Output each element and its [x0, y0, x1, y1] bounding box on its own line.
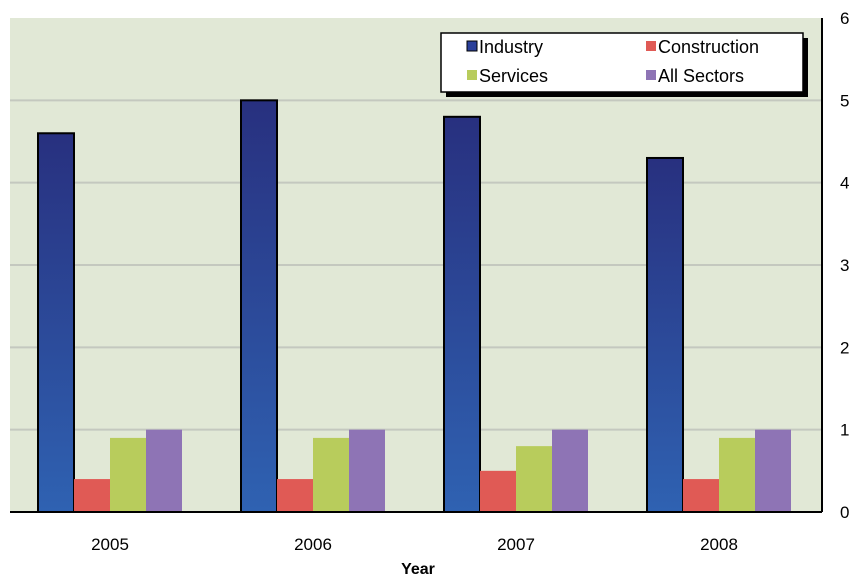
bar-services-2005 [110, 437, 146, 512]
bar-industry-2006 [240, 99, 278, 513]
bar-construction-2008 [683, 479, 719, 512]
x-tick-label: 2007 [497, 535, 535, 554]
legend-swatch [646, 41, 656, 51]
legend-label: Services [479, 66, 548, 86]
legend-label: Construction [658, 37, 759, 57]
y-tick-label: 5 [840, 91, 849, 110]
gridlines [10, 99, 822, 431]
bar-services-2007 [516, 446, 552, 512]
y-tick-label: 6 [840, 9, 849, 28]
x-tick-label: 2006 [294, 535, 332, 554]
legend-swatch [646, 70, 656, 80]
bar-all-sectors-2008 [755, 429, 791, 512]
legend: Industry Construction Services All Sectors [440, 32, 808, 97]
bar-industry-2007 [443, 115, 481, 514]
y-tick-label: 0 [840, 503, 849, 522]
legend-swatch [467, 70, 477, 80]
bar-all-sectors-2006 [349, 429, 385, 512]
legend-label: Industry [479, 37, 543, 57]
legend-label: All Sectors [658, 66, 744, 86]
bar-construction-2007 [480, 470, 516, 512]
bar-construction-2005 [74, 479, 110, 512]
y-tick-label: 2 [840, 338, 849, 357]
bar-construction-2006 [277, 479, 313, 512]
y-tick-label: 4 [840, 174, 849, 193]
x-axis-title: Year [401, 561, 435, 578]
x-tick-labels: 2005 2006 2007 2008 [91, 535, 738, 554]
legend-swatch [466, 40, 478, 52]
bar-all-sectors-2005 [146, 429, 182, 512]
y-tick-labels: 0 1 2 3 4 5 6 [840, 9, 849, 522]
bar-services-2006 [313, 437, 349, 512]
bar-all-sectors-2007 [552, 429, 588, 512]
y-tick-label: 3 [840, 256, 849, 275]
bar-industry-2005 [37, 132, 75, 513]
legend-box [440, 32, 804, 93]
x-tick-label: 2008 [700, 535, 738, 554]
y-tick-label: 1 [840, 421, 849, 440]
x-tick-label: 2005 [91, 535, 129, 554]
bar-services-2008 [719, 437, 755, 512]
bar-industry-2008 [646, 156, 684, 513]
